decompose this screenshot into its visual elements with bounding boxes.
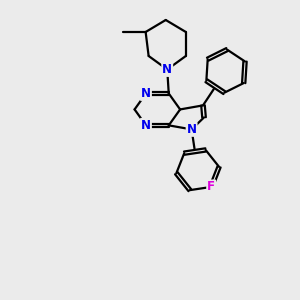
Text: N: N: [141, 87, 151, 100]
Text: N: N: [187, 123, 196, 136]
Text: N: N: [162, 63, 172, 76]
Text: F: F: [207, 180, 215, 194]
Text: N: N: [141, 119, 151, 132]
